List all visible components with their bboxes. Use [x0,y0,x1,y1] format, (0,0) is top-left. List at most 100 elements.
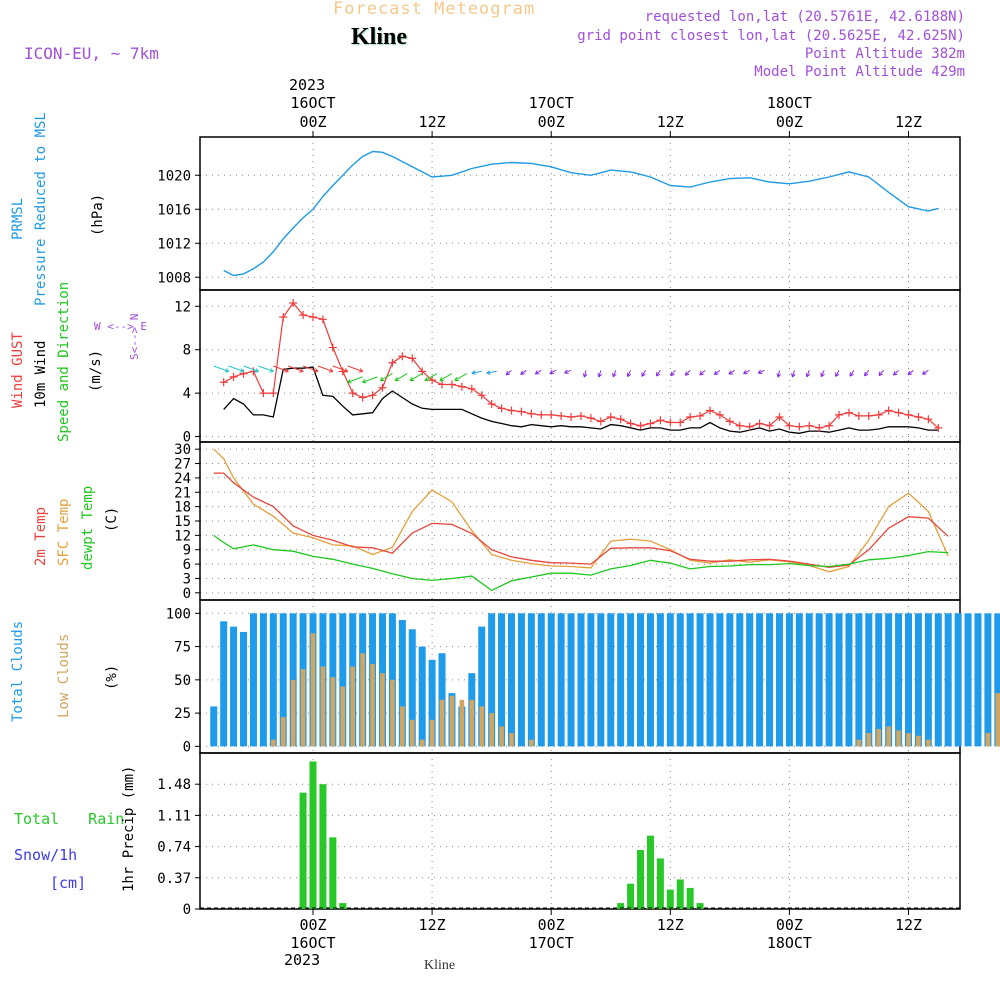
total-cloud-bar [279,613,287,747]
rain-bar [319,784,327,909]
top-date-label: 16OCT [290,94,335,112]
total-cloud-bar [835,613,843,747]
gust-marker [706,406,714,415]
wind-arrow [347,365,363,372]
top-time-label: 12Z [895,113,922,131]
gust-marker [358,393,367,402]
wind-arrow [409,373,423,382]
total-cloud-bar [230,626,238,747]
total-cloud-bar [508,613,515,747]
gust-marker [279,313,288,322]
total-cloud-bar [855,613,863,747]
gridpoint-coords: grid point closest lon,lat (20.5625E, 42… [577,28,965,44]
gust-marker [408,354,417,363]
gust-marker [646,419,655,428]
total-cloud-bar [428,659,436,747]
wind-arrow-head [582,373,588,378]
gust-marker [844,408,853,417]
wind-arrow-head [805,372,811,378]
rain-bar [646,835,654,909]
gust-marker [676,418,685,427]
temp-2m-line [213,472,949,569]
wind-arrow-head [626,372,632,378]
gust-marker [725,417,734,426]
low-cloud-bar [419,739,425,747]
y-tick-label: 1020 [157,168,191,184]
low-cloud-bar [906,733,911,747]
low-cloud-bar [340,686,346,747]
wind-arrow-head [520,370,525,375]
total-cloud-bar [517,613,525,747]
top-axis-year: 2023 [289,76,326,94]
low-cloud-bar [529,739,534,747]
wind-arrow [394,373,408,382]
total-cloud-bar [885,613,893,747]
gust-marker [854,411,863,420]
wind-arrow-head [907,370,913,376]
wind-arrow [535,369,542,375]
gust-marker [517,407,526,416]
rain-bar [676,879,684,909]
wind-arrow [684,369,691,376]
gust-marker [686,413,695,422]
top-time-label: 00Z [299,113,326,131]
gust-marker [656,416,665,425]
y-tick-label: 1.11 [157,808,191,824]
wind-arrow [612,370,617,378]
wind-arrow [849,370,855,377]
wind-arrow-head [776,373,782,378]
y-tick-label: 4 [183,386,191,402]
total-cloud-bar [617,613,625,747]
y-tick-label: 12 [174,528,191,544]
gust-marker [596,417,605,426]
low-cloud-bar [916,735,921,747]
gust-marker [447,380,456,389]
rain-bar [309,761,317,909]
model-altitude: Model Point Altitude 429m [754,64,965,80]
dewpt-temp-line [213,534,949,592]
bottom-time-label: 12Z [657,916,684,934]
footer-location: Kline [424,958,456,973]
gust-marker [457,382,466,391]
gust-marker [745,422,754,431]
total-cloud-bar [944,613,952,747]
y-tick-label: 18 [174,500,191,516]
total-cloud-bar [627,613,635,747]
gust-marker [636,421,645,430]
wind-arrow-head [379,376,385,382]
gust-marker [884,406,893,415]
gust-marker [795,422,804,431]
total-cloud-bar [210,706,218,747]
rain-bar [299,792,307,909]
y-tick-label: 30 [174,442,191,458]
total-cloud-bar [408,629,416,747]
gust-marker [438,380,447,389]
total-cloud-bar [914,613,922,747]
low-cloud-bar [370,663,375,747]
bottom-time-label: 12Z [419,916,446,934]
wind-arrow [564,369,572,374]
total-cloud-bar [964,613,972,747]
total-cloud-bar [269,613,277,747]
low-cloud-bar [995,693,1000,747]
low-cloud-bar [280,717,286,747]
wind-arrow-head [564,369,569,374]
wind-arrow-head [820,372,825,378]
wind-arrow-head [439,376,444,382]
gust-marker [497,404,506,413]
top-time-label: 00Z [776,113,803,131]
gust-marker [755,419,764,428]
low-cloud-bar [469,699,475,747]
gust-marker [825,421,834,430]
total-cloud-bar [895,613,903,747]
y-tick-label: 1.48 [157,777,191,793]
wind-arrow-head [549,369,554,375]
total-cloud-bar [597,613,605,747]
bottom-date-label: 16OCT [290,934,335,952]
low-cloud-bar [896,730,901,747]
gust-marker [805,421,814,430]
wind-arrow-head [922,370,927,375]
low-cloud-bar [290,679,296,747]
total-cloud-bar [875,613,883,747]
